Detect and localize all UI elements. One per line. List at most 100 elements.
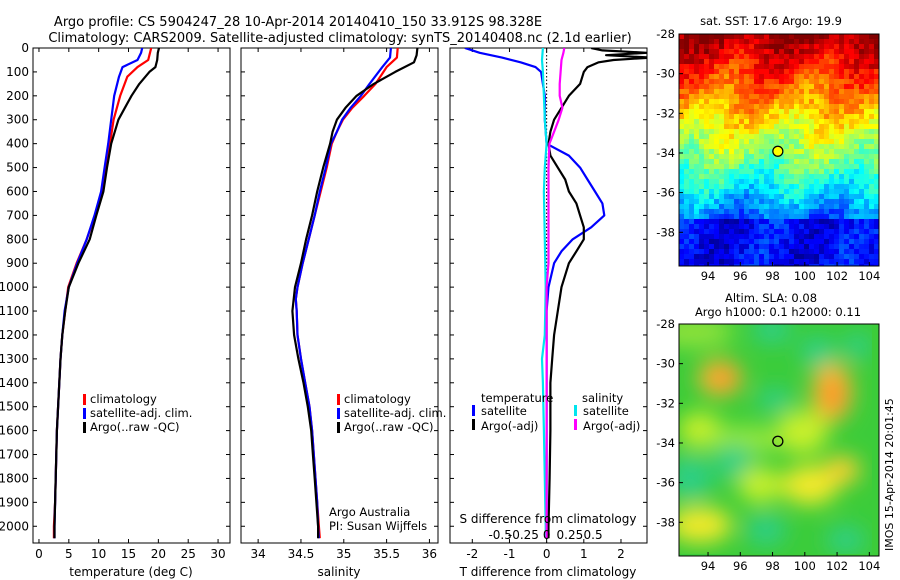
sst-cell [754, 159, 760, 165]
sst-cell [824, 134, 830, 140]
sst-cell [684, 89, 690, 95]
sst-cell [874, 229, 879, 235]
sst-cell [864, 44, 870, 50]
sst-cell [679, 119, 685, 125]
sst-cell [694, 264, 700, 266]
sst-cell [719, 179, 725, 185]
sst-cell [739, 239, 745, 245]
sst-cell [679, 109, 685, 115]
sst-cell [764, 114, 770, 120]
sst-cell [734, 74, 740, 80]
sst-cell [849, 264, 855, 266]
sst-cell [729, 154, 735, 160]
sst-cell [829, 184, 835, 190]
sst-cell [834, 204, 840, 210]
sst-cell [869, 69, 875, 75]
sst-cell [849, 104, 855, 110]
sst-cell [724, 34, 730, 40]
lon-tick-label: 96 [733, 559, 748, 573]
sst-cell [734, 219, 740, 225]
sst-cell [824, 209, 830, 215]
sst-cell [769, 89, 775, 95]
sst-cell [774, 69, 780, 75]
sst-cell [844, 39, 850, 45]
sst-cell [774, 84, 780, 90]
sst-cell [769, 64, 775, 70]
sst-cell [769, 119, 775, 125]
x-tick-label: 10 [91, 547, 106, 561]
sst-cell [759, 79, 765, 85]
sst-cell [824, 124, 830, 130]
sst-cell [784, 64, 790, 70]
sst-cell [829, 39, 835, 45]
sst-cell [749, 254, 755, 260]
sst-cell [819, 119, 825, 125]
sst-cell [769, 139, 775, 145]
sst-cell [834, 34, 840, 40]
sst-cell [849, 159, 855, 165]
sst-cell [679, 199, 685, 205]
sst-cell [744, 194, 750, 200]
sst-cell [844, 129, 850, 135]
sst-cell [704, 139, 710, 145]
sst-cell [804, 144, 810, 150]
sst-cell [869, 154, 875, 160]
sst-cell [739, 144, 745, 150]
sst-cell [774, 134, 780, 140]
sst-cell [864, 129, 870, 135]
sst-cell [854, 259, 860, 265]
sst-cell [864, 114, 870, 120]
sst-cell [744, 74, 750, 80]
sst-cell [789, 114, 795, 120]
sst-cell [764, 234, 770, 240]
sst-cell [769, 219, 775, 225]
sst-cell [749, 234, 755, 240]
sst-cell [694, 104, 700, 110]
sst-cell [864, 264, 870, 266]
sst-cell [734, 119, 740, 125]
sst-cell [699, 254, 705, 260]
lat-tick-label: -28 [656, 317, 675, 331]
sst-cell [824, 254, 830, 260]
sst-cell [839, 164, 845, 170]
sst-cell [779, 84, 785, 90]
sst-cell [789, 184, 795, 190]
sst-cell [784, 179, 790, 185]
sst-cell [839, 194, 845, 200]
sst-cell [704, 64, 710, 70]
sst-cell [749, 259, 755, 265]
sst-cell [719, 44, 725, 50]
sst-cell [784, 144, 790, 150]
sst-cell [794, 184, 800, 190]
sst-cell [834, 114, 840, 120]
sst-cell [764, 249, 770, 255]
sst-cell [744, 264, 750, 266]
sst-cell [724, 49, 730, 55]
sst-cell [769, 49, 775, 55]
sst-cell [779, 244, 785, 250]
sst-cell [714, 249, 720, 255]
sst-cell [799, 134, 805, 140]
sst-cell [864, 64, 870, 70]
sst-cell [864, 139, 870, 145]
sst-cell [844, 184, 850, 190]
sst-cell [684, 234, 690, 240]
sst-cell [689, 69, 695, 75]
sst-cell [724, 219, 730, 225]
sst-cell [859, 204, 865, 210]
sst-cell [679, 34, 685, 40]
sst-cell [749, 64, 755, 70]
sst-cell [829, 94, 835, 100]
sst-cell [854, 169, 860, 175]
sst-cell [764, 79, 770, 85]
sst-cell [759, 229, 765, 235]
sst-cell [779, 79, 785, 85]
sst-cell [809, 154, 815, 160]
sst-cell [769, 259, 775, 265]
sst-cell [829, 79, 835, 85]
sst-cell [804, 214, 810, 220]
sst-cell [804, 204, 810, 210]
sst-cell [809, 264, 815, 266]
sst-cell [839, 154, 845, 160]
sst-cell [759, 219, 765, 225]
